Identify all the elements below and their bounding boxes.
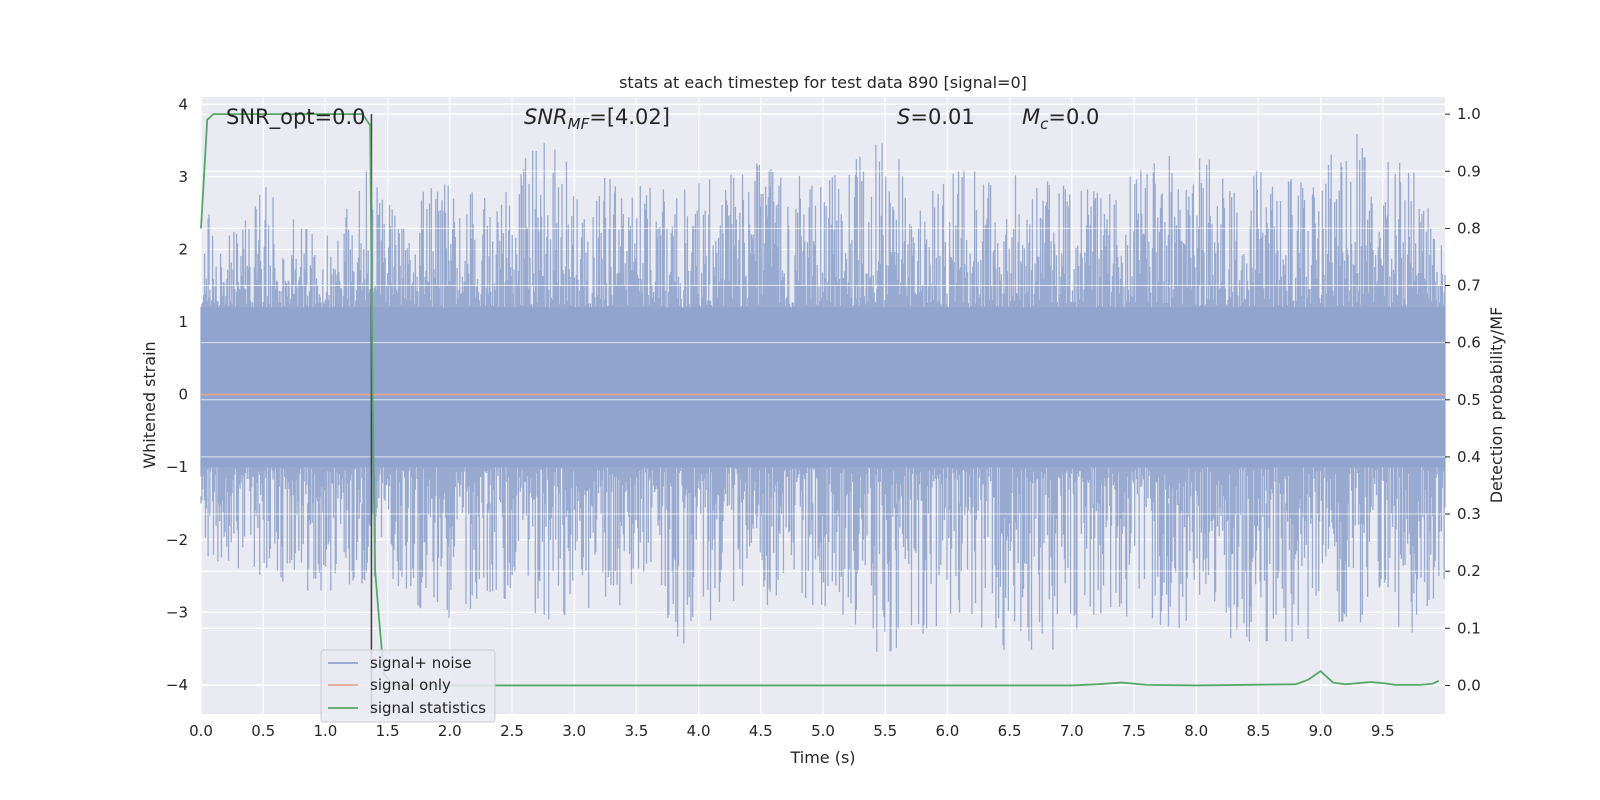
x-tick-label: 6.0 bbox=[935, 722, 959, 740]
y-right-tick-label: 0.2 bbox=[1457, 562, 1481, 580]
mc-base: M bbox=[1022, 105, 1040, 129]
y-left-tick-label: −4 bbox=[166, 676, 188, 694]
legend: signal+ noise signal only signal statist… bbox=[320, 649, 496, 723]
x-tick-label: 1.0 bbox=[313, 722, 337, 740]
legend-label-signal-only: signal only bbox=[370, 676, 451, 694]
y-left-tick-label: −3 bbox=[166, 603, 188, 621]
y-left-tick-label: 2 bbox=[178, 240, 188, 258]
snr-mf-value: =[4.02] bbox=[589, 105, 670, 129]
y-right-tick-label: 0.6 bbox=[1457, 334, 1481, 352]
x-tick-label: 0.0 bbox=[189, 722, 213, 740]
x-tick-label: 2.0 bbox=[438, 722, 462, 740]
x-tick-label: 1.5 bbox=[376, 722, 400, 740]
snr-mf-base: SNR bbox=[524, 105, 568, 129]
y-right-tick-label: 0.5 bbox=[1457, 391, 1481, 409]
noise-core-band bbox=[201, 307, 1445, 468]
series-signal-statistics bbox=[200, 113, 1440, 687]
y-right-tick-label: 0.3 bbox=[1457, 505, 1481, 523]
x-tick-label: 8.5 bbox=[1246, 722, 1270, 740]
x-tick-label: 7.5 bbox=[1122, 722, 1146, 740]
x-tick-label: 5.0 bbox=[811, 722, 835, 740]
s-value: =0.01 bbox=[910, 105, 974, 129]
mc-value: =0.0 bbox=[1048, 105, 1099, 129]
s-base: S bbox=[897, 105, 910, 129]
y-left-tick-label: 1 bbox=[178, 313, 188, 331]
series-signal-noise bbox=[200, 113, 1446, 686]
y-right-tick-label: 0.8 bbox=[1457, 219, 1481, 237]
y-left-axis-label: Whitened strain bbox=[140, 341, 159, 468]
y-left-axis-ticks: 4 3 2 1 0 −1 −2 −3 −4 bbox=[166, 95, 188, 694]
y-right-tick-label: 0.9 bbox=[1457, 162, 1481, 180]
y-left-tick-label: −1 bbox=[166, 458, 188, 476]
chart-title: stats at each timestep for test data 890… bbox=[619, 73, 1027, 92]
annotation-s: S=0.01 bbox=[897, 105, 975, 129]
y-right-tick-label: 0.0 bbox=[1457, 676, 1481, 694]
legend-box bbox=[320, 649, 496, 723]
x-tick-label: 6.5 bbox=[998, 722, 1022, 740]
legend-label-signal-noise: signal+ noise bbox=[370, 654, 472, 672]
x-tick-label: 8.0 bbox=[1184, 722, 1208, 740]
mc-sub: c bbox=[1040, 115, 1049, 133]
x-tick-label: 5.5 bbox=[873, 722, 897, 740]
x-tick-label: 3.0 bbox=[562, 722, 586, 740]
y-left-tick-label: 3 bbox=[178, 168, 188, 186]
snr-mf-sub: MF bbox=[568, 115, 590, 133]
y-right-axis-label: Detection probability/MF bbox=[1487, 307, 1506, 504]
annotation-snr-opt: SNR_opt=0.0 bbox=[226, 105, 366, 130]
x-tick-label: 3.5 bbox=[624, 722, 648, 740]
annotation-snr-mf: SNRMF=[4.02] bbox=[524, 105, 670, 133]
y-right-tick-label: 0.7 bbox=[1457, 277, 1481, 295]
x-axis-ticks: 0.0 0.5 1.0 1.5 2.0 2.5 3.0 3.5 4.0 4.5 5.0 5.5 6.0 6… bbox=[189, 722, 1395, 740]
y-left-tick-label: 4 bbox=[178, 95, 188, 113]
signal-statistics-line bbox=[200, 113, 1440, 687]
x-tick-label: 4.0 bbox=[687, 722, 711, 740]
x-tick-label: 7.0 bbox=[1060, 722, 1084, 740]
x-tick-label: 2.5 bbox=[500, 722, 524, 740]
y-left-tick-label: −2 bbox=[166, 531, 188, 549]
x-tick-label: 9.0 bbox=[1309, 722, 1333, 740]
legend-label-signal-statistics: signal statistics bbox=[370, 699, 486, 717]
y-right-tick-label: 1.0 bbox=[1457, 105, 1481, 123]
x-tick-label: 4.5 bbox=[749, 722, 773, 740]
x-tick-label: 9.5 bbox=[1371, 722, 1395, 740]
y-right-tick-label: 0.4 bbox=[1457, 448, 1481, 466]
y-right-tick-label: 0.1 bbox=[1457, 619, 1481, 637]
y-right-axis-ticks: 1.0 0.9 0.8 0.7 0.6 0.5 0.4 0.3 0.2 0.1 0.0 bbox=[1445, 105, 1481, 694]
annotation-mc: Mc=0.0 bbox=[1022, 105, 1099, 133]
y-left-tick-label: 0 bbox=[178, 386, 188, 404]
x-axis-label: Time (s) bbox=[789, 748, 855, 767]
x-tick-label: 0.5 bbox=[251, 722, 275, 740]
